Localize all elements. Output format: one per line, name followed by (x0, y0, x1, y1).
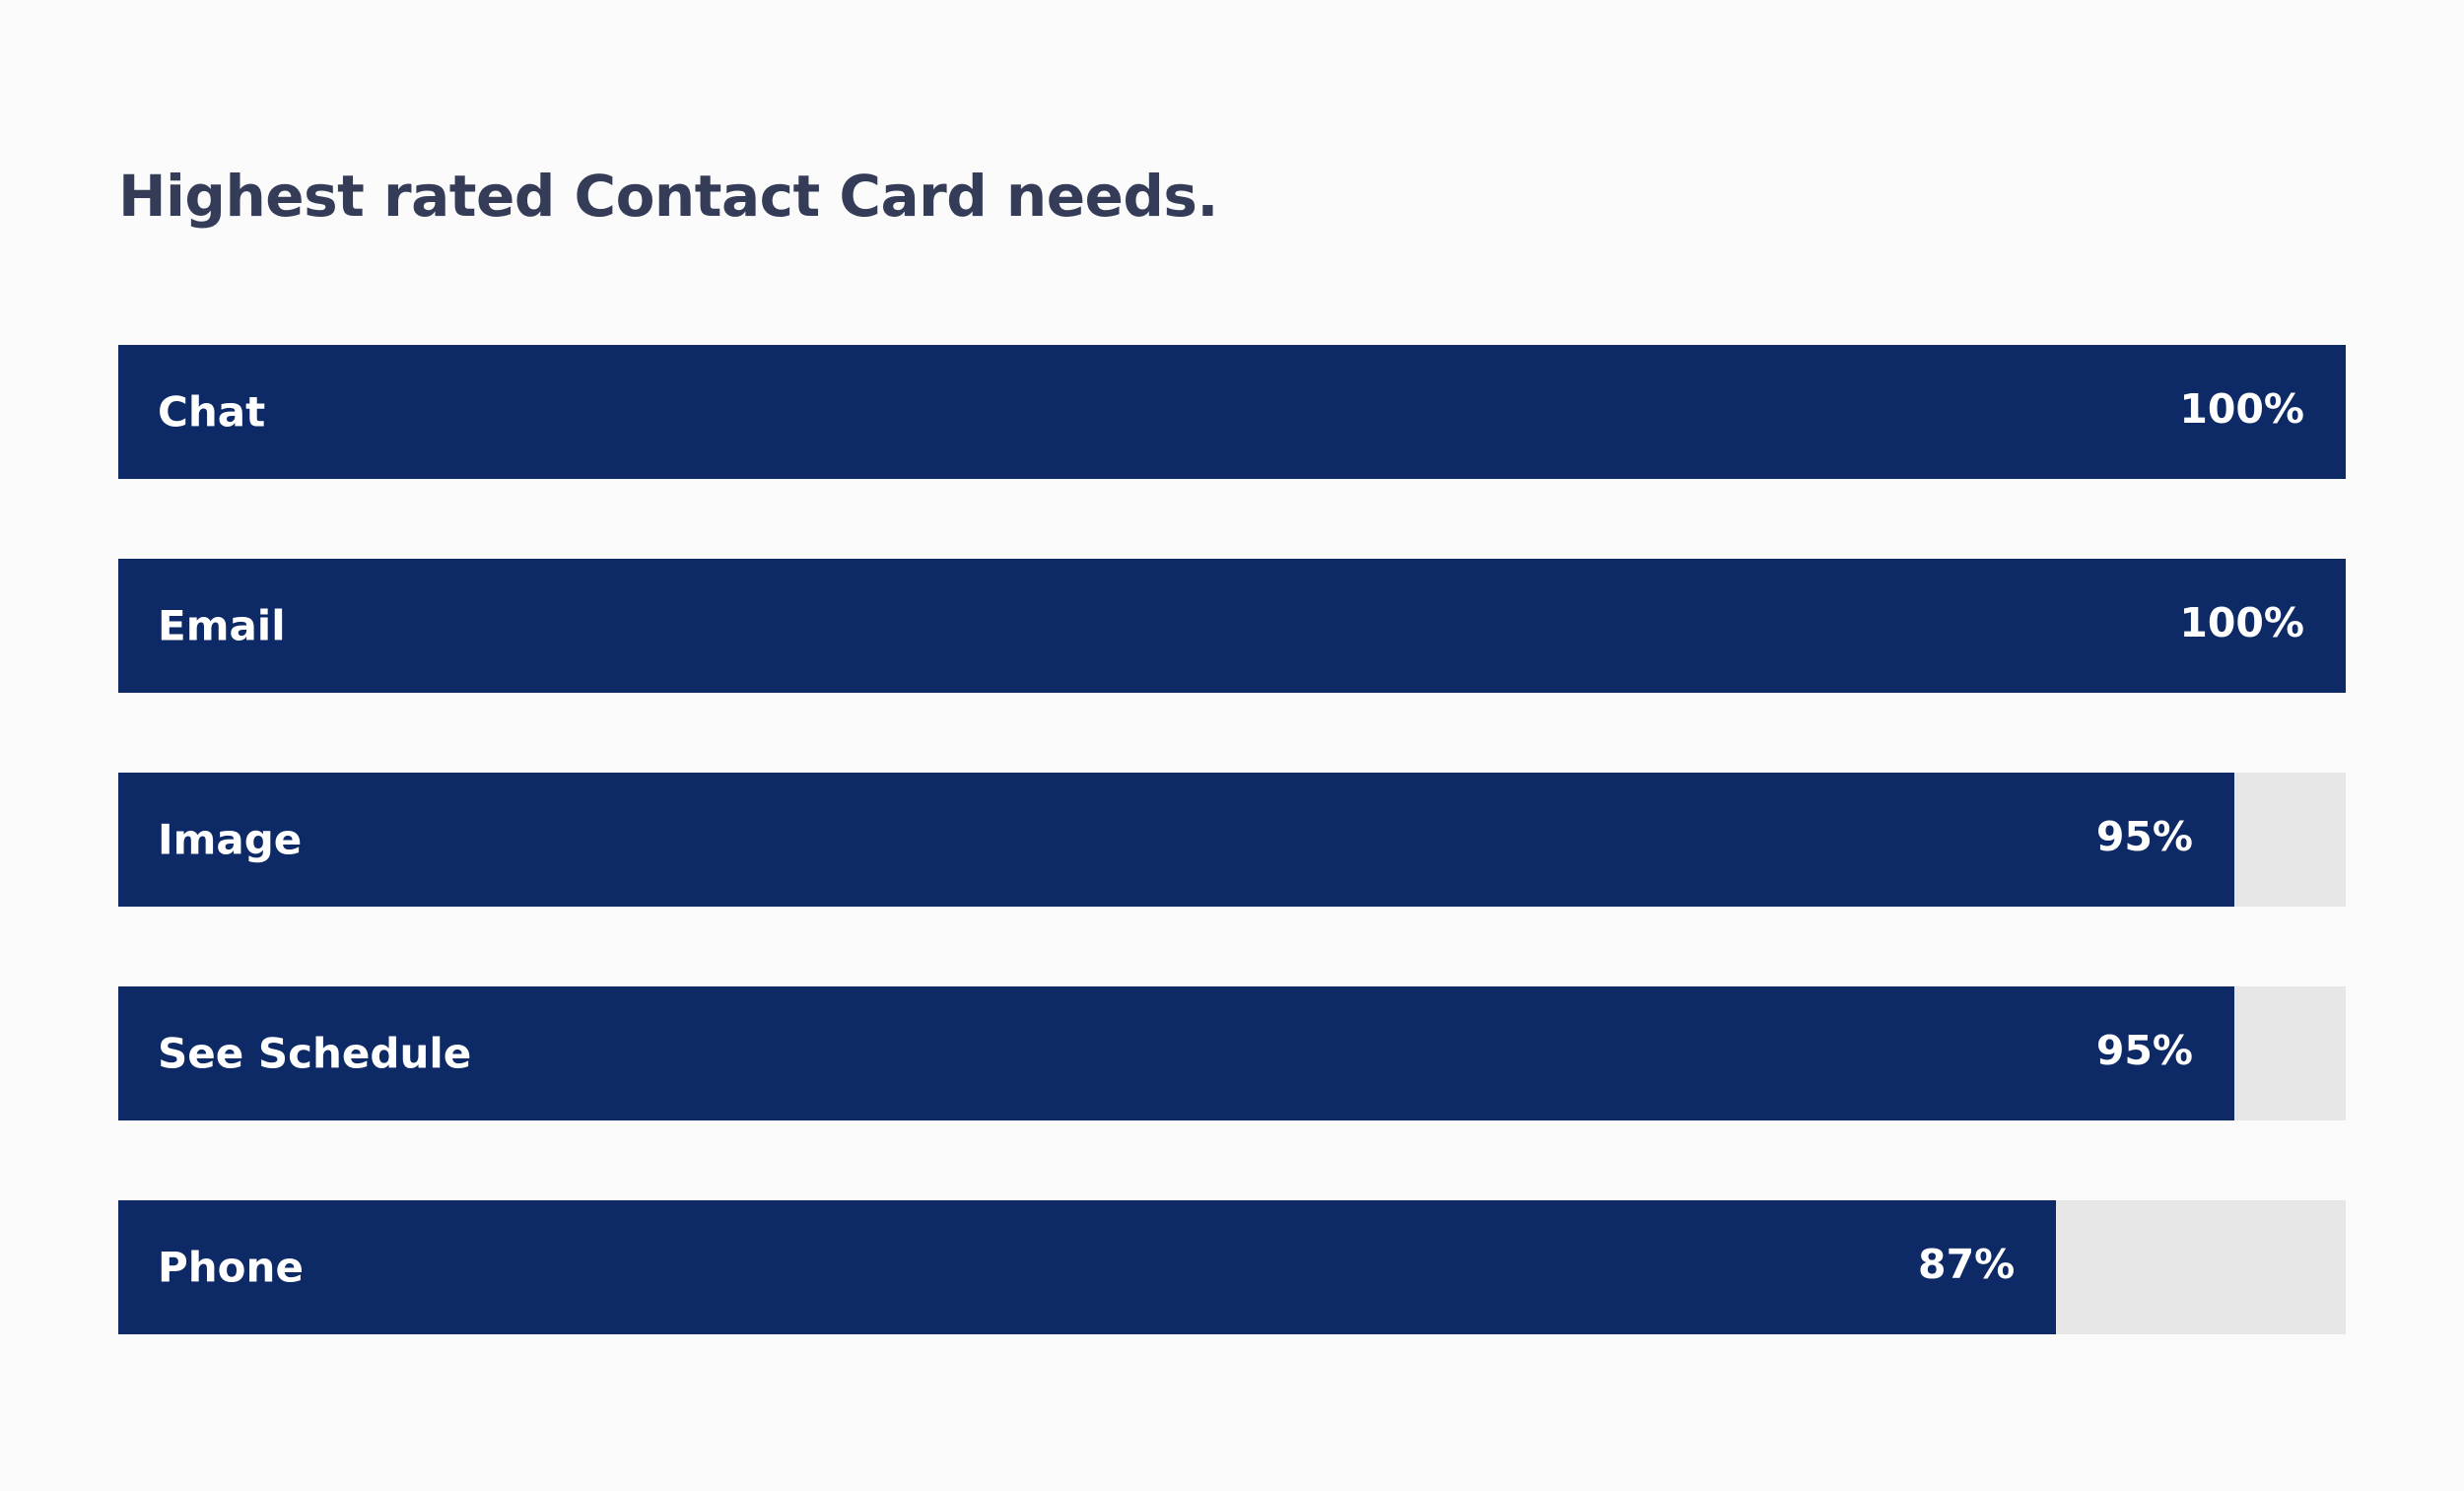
bar-value-label: 100% (2179, 385, 2304, 434)
bar-row: Phone 87% (118, 1200, 2346, 1334)
bar-row: See Schedule 95% (118, 986, 2346, 1120)
bar-row: Chat 100% (118, 345, 2346, 479)
bar: Phone 87% (118, 1200, 2057, 1334)
chart-title: Highest rated Contact Card needs. (118, 163, 1218, 230)
bar: Image 95% (118, 773, 2234, 907)
bar-value-label: 87% (1918, 1241, 2016, 1289)
bar-value-label: 100% (2179, 599, 2304, 647)
bar-row: Image 95% (118, 773, 2346, 907)
bar-label: Image (158, 815, 303, 864)
bar-value-label: 95% (2095, 1027, 2193, 1075)
bar: Chat 100% (118, 345, 2346, 479)
bar-row: Email 100% (118, 559, 2346, 693)
bar-label: Email (158, 601, 286, 650)
bar-label: Chat (158, 387, 266, 437)
bar: See Schedule 95% (118, 986, 2234, 1120)
bar: Email 100% (118, 559, 2346, 693)
bar-value-label: 95% (2095, 813, 2193, 861)
bar-label: See Schedule (158, 1029, 472, 1078)
bar-label: Phone (158, 1243, 304, 1292)
